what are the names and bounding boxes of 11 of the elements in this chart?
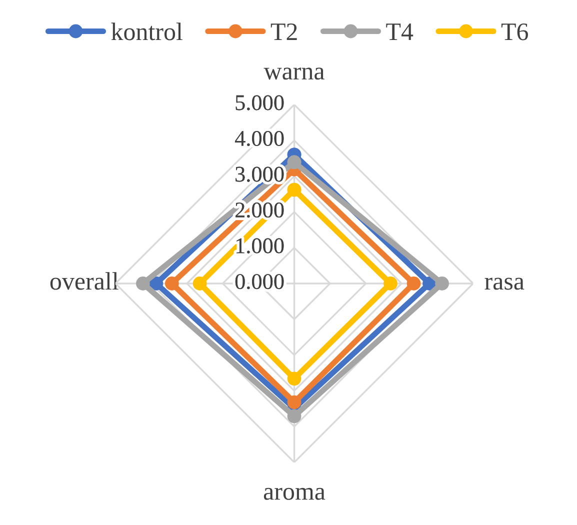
- spoke-label: rasa: [484, 278, 524, 290]
- y-tick-label: 4.000: [234, 130, 284, 146]
- legend-label: kontrol: [111, 22, 182, 40]
- legend-label: T6: [501, 23, 528, 40]
- spoke-label: warna: [264, 68, 324, 80]
- y-tick-label: 0.000: [235, 274, 284, 290]
- spoke-label: aroma: [264, 488, 326, 500]
- spoke-label: overall: [50, 272, 118, 290]
- y-tick-label: 5.000: [236, 95, 284, 110]
- legend-label: T4: [386, 24, 414, 40]
- legend-label: T2: [270, 23, 297, 40]
